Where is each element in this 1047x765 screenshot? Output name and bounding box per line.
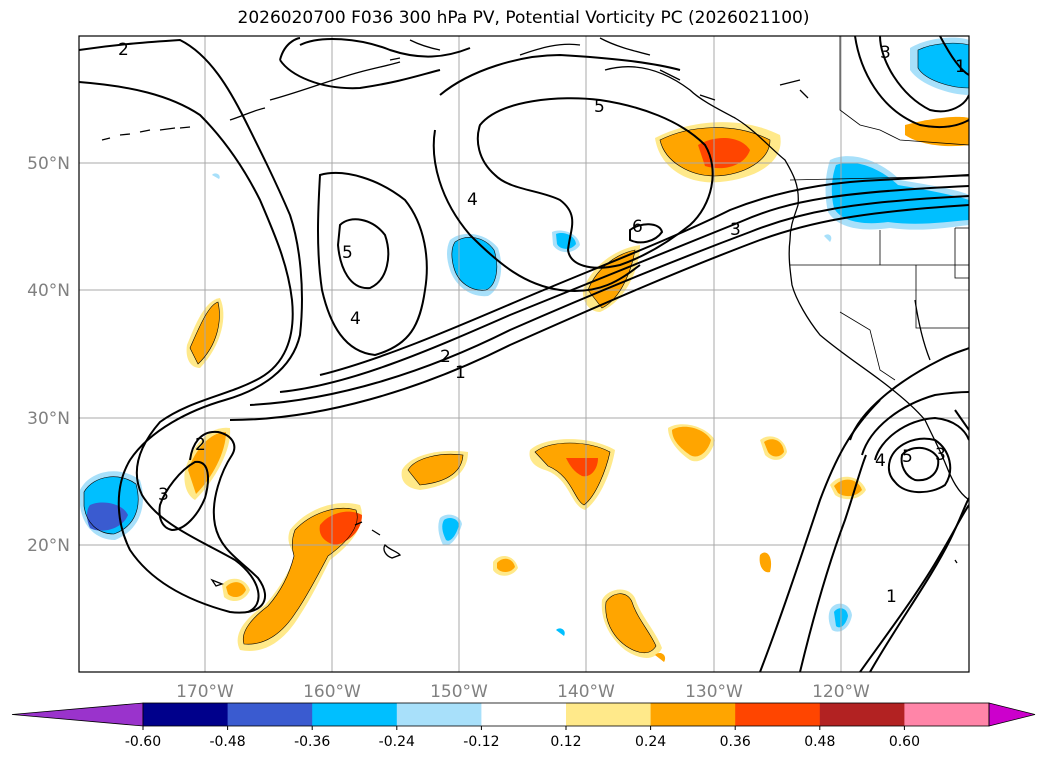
contour-label: 5 (342, 243, 353, 263)
anomaly-outlines (83, 42, 969, 654)
contour-label: 5 (902, 447, 913, 467)
lon-label-130w: 130°W (685, 682, 743, 702)
colorbar-tick-label: 0.12 (550, 734, 581, 750)
contour-label: 3 (880, 43, 891, 63)
lon-label-160w: 160°W (303, 682, 361, 702)
colorbar: -0.60 -0.48 -0.36 -0.24 -0.12 0.12 0.24 0.36 0.4… (11, 702, 1036, 750)
colorbar-extend-low (11, 702, 144, 727)
colorbar-tick-label: -0.24 (379, 734, 415, 750)
latitude-labels: 50°N 40°N 30°N 20°N (27, 154, 70, 556)
colorbar-tick-label: 0.60 (889, 734, 920, 750)
colorbar-tick-label: 0.48 (804, 734, 835, 750)
contour-label: 1 (886, 587, 897, 607)
map-plot-area: 2 5 4 4 5 6 3 2 1 3 2 3 1 4 5 3 1 (79, 36, 969, 672)
colorbar-segment (819, 703, 905, 726)
contour-label: 2 (118, 40, 129, 60)
pv-positive-anomalies (184, 116, 969, 662)
lon-label-170w: 170°W (176, 682, 234, 702)
colorbar-segment (650, 703, 736, 726)
colorbar-tick-label: -0.12 (463, 734, 499, 750)
colorbar-segment (396, 703, 482, 726)
contour-label: 5 (594, 97, 605, 117)
colorbar-tick-label: 0.24 (635, 734, 666, 750)
colorbar-segment (312, 703, 398, 726)
colorbar-segment (227, 703, 313, 726)
pv-contours (79, 36, 969, 672)
lon-label-120w: 120°W (812, 682, 870, 702)
contour-label: 2 (440, 347, 451, 367)
coastlines (101, 37, 969, 587)
contour-label: 1 (455, 363, 466, 383)
colorbar-tick-label: -0.48 (209, 734, 245, 750)
lon-label-150w: 150°W (430, 682, 488, 702)
contour-label: 3 (158, 485, 169, 505)
colorbar-tick-label: 0.36 (720, 734, 751, 750)
map-title: 2026020700 F036 300 hPa PV, Potential Vo… (237, 8, 810, 28)
lat-label-40n: 40°N (27, 281, 70, 301)
longitude-labels: 170°W 160°W 150°W 140°W 130°W 120°W (176, 682, 870, 702)
contour-label: 3 (935, 445, 946, 465)
contour-label: 1 (955, 57, 966, 77)
contour-label: 6 (632, 217, 643, 237)
lat-label-20n: 20°N (27, 536, 70, 556)
contour-label: 4 (350, 309, 361, 329)
colorbar-segment (904, 703, 990, 726)
lat-lon-grid (79, 36, 969, 672)
colorbar-segment (481, 703, 567, 726)
colorbar-tick-label: -0.36 (294, 734, 330, 750)
lat-label-30n: 30°N (27, 409, 70, 429)
contour-label: 4 (467, 190, 478, 210)
lon-label-140w: 140°W (557, 682, 615, 702)
contour-labels: 2 5 4 4 5 6 3 2 1 3 2 3 1 4 5 3 1 (118, 40, 966, 607)
colorbar-tick-label: -0.60 (125, 734, 161, 750)
political-borders (789, 36, 969, 381)
colorbar-extend-high (988, 702, 1036, 727)
colorbar-segment (143, 703, 229, 726)
contour-label: 4 (875, 451, 886, 471)
colorbar-segment (566, 703, 652, 726)
contour-label: 2 (195, 435, 206, 455)
colorbar-segment (735, 703, 821, 726)
map-frame (78, 35, 970, 673)
contour-label: 3 (730, 220, 741, 240)
lat-label-50n: 50°N (27, 154, 70, 174)
